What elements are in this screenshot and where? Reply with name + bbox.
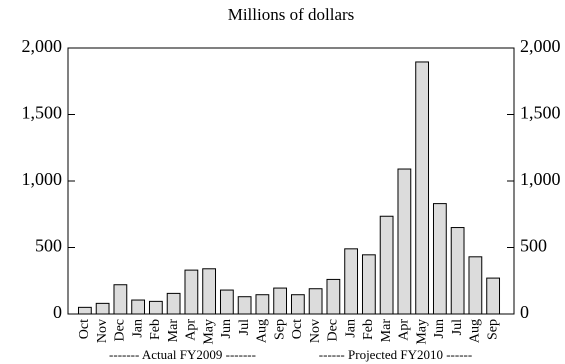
x-tick-label: May	[201, 319, 216, 345]
bar	[397, 168, 412, 315]
bar	[450, 227, 465, 315]
bar	[255, 294, 270, 315]
bar	[326, 278, 341, 315]
x-tick-label: Feb	[148, 319, 163, 340]
bar	[184, 269, 199, 315]
x-tick-label: Jan	[130, 319, 145, 338]
bar	[237, 296, 252, 315]
y2-tick-label: 1,500	[520, 103, 561, 123]
y-tick-label: 2,000	[22, 36, 63, 56]
y-tick-label: 500	[35, 236, 62, 256]
x-tick-label: Apr	[184, 319, 199, 341]
x-tick-label: Mar	[379, 319, 394, 343]
bar	[95, 302, 110, 315]
bar	[432, 203, 447, 315]
bar	[290, 294, 305, 315]
x-tick-label: Nov	[308, 319, 323, 343]
bar	[486, 277, 501, 315]
x-tick-label: May	[414, 319, 429, 345]
x-tick-label: Aug	[468, 319, 483, 343]
x-tick-label: Sep	[272, 319, 287, 340]
plot-frame	[67, 47, 515, 315]
x-tick-label: Oct	[290, 319, 305, 339]
x-tick-label: Aug	[255, 319, 270, 343]
x-tick-label: Sep	[485, 319, 500, 340]
bar	[148, 300, 163, 315]
y2-tick-label: 1,000	[520, 169, 561, 189]
x-tick-label: Apr	[397, 319, 412, 341]
bar	[468, 256, 483, 315]
group-label: ------ Projected FY2010 ------	[319, 347, 472, 362]
bar	[308, 288, 323, 315]
x-tick-label: Jul	[450, 319, 465, 335]
y-tick-label: 1,500	[22, 103, 63, 123]
bar	[344, 248, 359, 315]
x-tick-label: Jan	[343, 319, 358, 338]
x-tick-label: Feb	[361, 319, 376, 340]
group-label: ------- Actual FY2009 -------	[109, 347, 256, 362]
x-tick-label: Jun	[432, 319, 447, 338]
bar	[379, 215, 394, 315]
bar	[113, 284, 128, 315]
x-tick-label: Dec	[326, 319, 341, 342]
y2-tick-label: 2,000	[520, 36, 561, 56]
bar	[166, 292, 181, 315]
x-tick-label: Dec	[113, 319, 128, 342]
x-tick-label: Nov	[95, 319, 110, 343]
x-tick-label: Oct	[77, 319, 92, 339]
x-tick-label: Mar	[166, 319, 181, 343]
bar	[202, 268, 217, 315]
y-tick-label: 0	[53, 302, 62, 322]
y2-tick-label: 0	[520, 302, 529, 322]
bar	[77, 306, 92, 315]
x-tick-label: Jun	[219, 319, 234, 338]
x-tick-label: Jul	[237, 319, 252, 335]
chart-subtitle: Millions of dollars	[228, 5, 355, 24]
y2-tick-label: 500	[520, 236, 547, 256]
bar	[361, 254, 376, 315]
y-tick-label: 1,000	[22, 169, 63, 189]
bar	[219, 289, 234, 315]
bar	[273, 287, 288, 315]
bar	[415, 61, 430, 315]
bar	[131, 299, 146, 315]
